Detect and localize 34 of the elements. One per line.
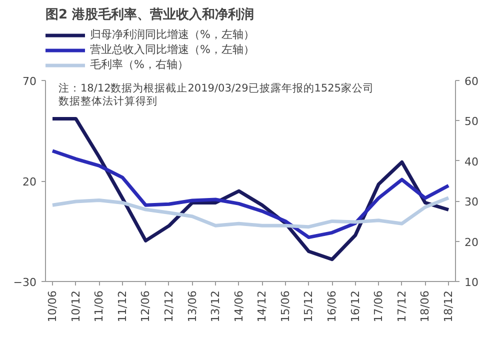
- x-tick-label: 16/12: [348, 290, 362, 322]
- annotation: 注：18/12数据为根据截止2019/03/29已披露年报的1525家公司数据整体法计算得到: [58, 82, 374, 108]
- x-tick-label: 14/12: [256, 290, 269, 322]
- x-tick-label: 18/12: [442, 290, 456, 322]
- x-tick-label: 11/12: [116, 290, 129, 322]
- legend-label: 归母净利润同比增速（%，左轴）: [90, 27, 254, 42]
- legend-label: 营业总收入同比增速（%，左轴）: [90, 42, 254, 57]
- y-tick-label: 20: [22, 176, 37, 188]
- line-series: [50, 149, 450, 240]
- x-tick-label: 14/06: [232, 290, 246, 322]
- y2-tick-label: 10: [464, 276, 478, 289]
- x-tick-label: 17/06: [372, 290, 386, 322]
- chart-title: 图2 港股毛利率、营业收入和净利润: [46, 6, 254, 22]
- line-series: [50, 196, 450, 229]
- x-tick-label: 16/06: [326, 290, 339, 322]
- x-tick-label: 12/12: [162, 290, 176, 322]
- y2-tick-label: 40: [464, 155, 478, 168]
- x-tick-label: 15/06: [278, 290, 292, 322]
- x-tick-label: 17/12: [395, 290, 408, 322]
- x-tick-label: 13/06: [186, 290, 199, 322]
- x-tick-label: 15/12: [302, 290, 316, 322]
- y-tick-label: −30: [13, 276, 37, 289]
- x-tick-label: 11/06: [92, 290, 106, 322]
- x-tick-label: 12/06: [139, 290, 152, 322]
- x-tick-label: 18/06: [418, 290, 432, 322]
- y-tick-label: 70: [22, 75, 37, 88]
- y2-tick-label: 30: [464, 196, 478, 209]
- x-tick-label: 13/12: [209, 290, 222, 322]
- x-tick-label: 10/06: [46, 290, 59, 322]
- y2-tick-label: 60: [464, 75, 478, 88]
- y2-tick-label: 50: [464, 115, 478, 128]
- y2-tick-label: 20: [464, 236, 478, 249]
- legend-label: 毛利率（%，右轴）: [90, 57, 188, 72]
- x-tick-label: 10/12: [69, 290, 82, 322]
